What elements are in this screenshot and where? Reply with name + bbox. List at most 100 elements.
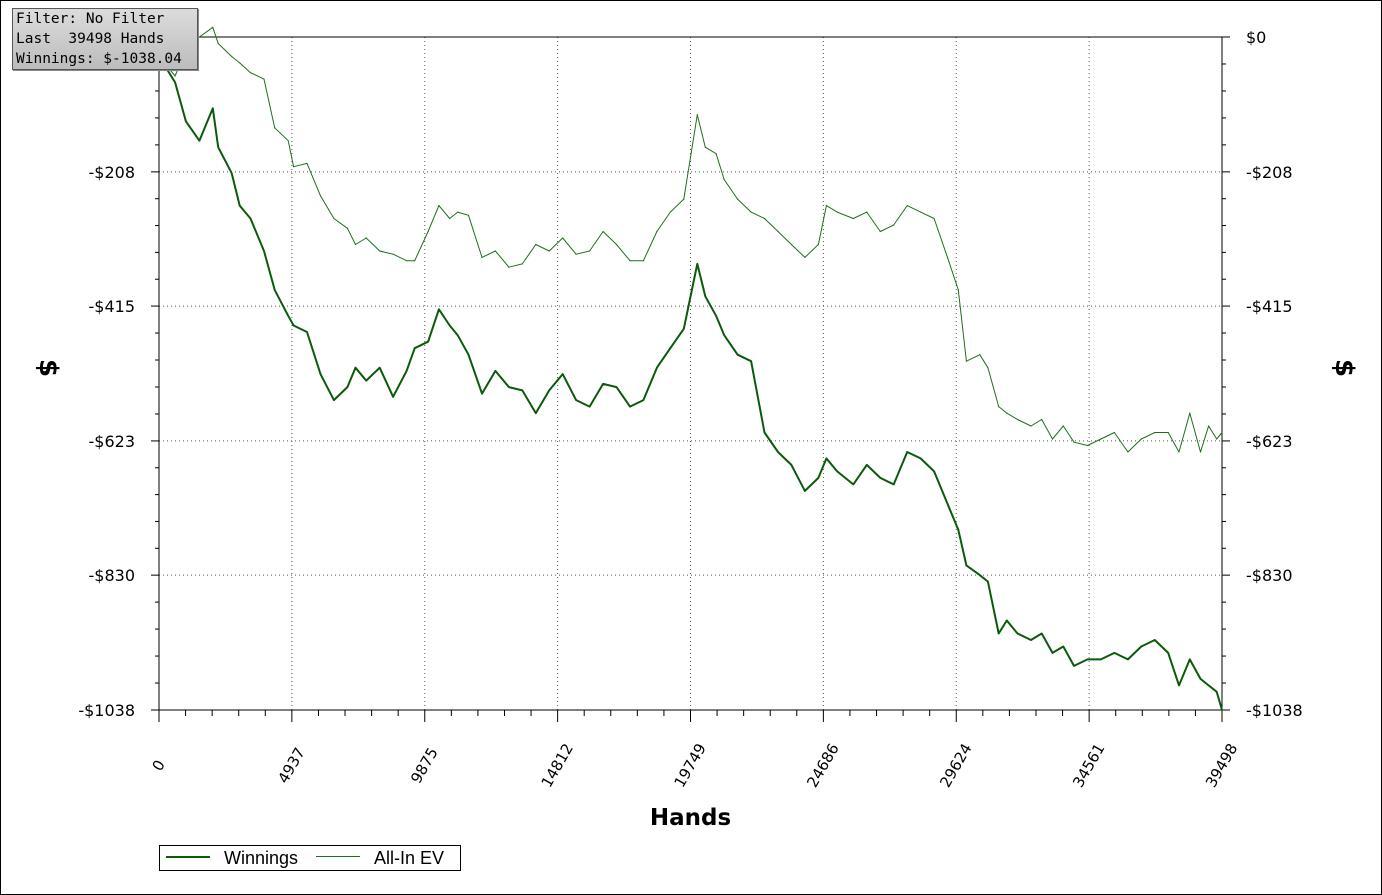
series-line-winnings (158, 55, 1223, 711)
data-point (467, 354, 470, 356)
data-point (379, 250, 381, 252)
data-point (1016, 632, 1019, 635)
data-point (1216, 691, 1218, 693)
data-point (521, 263, 523, 265)
data-point (817, 477, 819, 479)
data-point (1006, 412, 1008, 414)
legend-swatch-allin-ev (316, 856, 360, 857)
data-point (893, 224, 895, 226)
data-point (852, 217, 854, 220)
data-point (656, 367, 658, 369)
data-point (852, 483, 854, 485)
y-tick-label-left: -$208 (89, 163, 136, 182)
data-point (879, 230, 881, 233)
data-point (1051, 438, 1054, 440)
data-point (1178, 684, 1180, 686)
data-point (1216, 438, 1218, 440)
data-point (217, 146, 219, 148)
data-point (174, 81, 176, 83)
data-point (1154, 431, 1156, 434)
data-point (965, 564, 967, 567)
legend-swatch-winnings (166, 856, 210, 858)
data-point (723, 179, 725, 181)
data-point (1086, 658, 1089, 661)
data-point (790, 464, 793, 466)
data-point (715, 153, 717, 155)
data-point (589, 250, 591, 252)
data-point (198, 140, 200, 142)
data-point (414, 260, 416, 262)
data-point (1199, 678, 1202, 680)
y-tick-label-left: -$1038 (78, 701, 135, 720)
data-point (920, 457, 922, 460)
data-point (249, 72, 252, 74)
data-point (979, 354, 981, 356)
data-point (1073, 441, 1075, 443)
data-point (1167, 431, 1169, 434)
data-point (1199, 451, 1202, 453)
data-point (346, 227, 348, 229)
legend-label-allin-ev: All-In EV (374, 848, 445, 868)
data-point (212, 26, 214, 28)
data-point (790, 243, 793, 246)
data-point (1051, 652, 1054, 654)
data-point (946, 256, 949, 259)
data-point (602, 383, 604, 385)
data-point (737, 198, 739, 200)
x-tick-label: 14812 (538, 740, 577, 790)
data-point (319, 373, 322, 375)
data-point (548, 389, 550, 391)
data-point (217, 42, 219, 45)
data-point (306, 162, 308, 165)
data-point (414, 347, 416, 349)
data-point (629, 260, 631, 262)
data-point (683, 198, 685, 200)
data-point (562, 373, 564, 375)
data-point (804, 256, 806, 259)
y-tick-label-right: $0 (1246, 28, 1266, 47)
x-tick-label: 39498 (1202, 740, 1241, 790)
data-point (965, 360, 967, 362)
data-point (494, 250, 497, 252)
data-point (804, 490, 806, 492)
data-point (763, 431, 766, 434)
data-point (575, 253, 577, 255)
data-point (906, 451, 908, 453)
data-point (1086, 444, 1089, 447)
data-point (287, 315, 289, 317)
data-point (987, 581, 989, 583)
y-tick-label-left: -$415 (89, 297, 136, 316)
data-point (379, 367, 381, 369)
data-point (1100, 658, 1102, 661)
data-point (354, 243, 357, 246)
data-point (1113, 431, 1116, 434)
data-point (1178, 451, 1180, 453)
data-point (438, 204, 440, 207)
y-axis-title-left: $ (33, 359, 63, 377)
data-point (1207, 425, 1210, 427)
data-point (365, 237, 367, 239)
data-point (449, 324, 451, 327)
data-point (562, 237, 564, 239)
data-point (1016, 418, 1019, 421)
data-point (1140, 438, 1142, 440)
data-point (866, 464, 868, 466)
data-point (457, 334, 459, 336)
data-point (933, 470, 935, 473)
x-tick-label: 9875 (407, 744, 442, 786)
data-point (704, 295, 706, 297)
y-tick-label-right: -$623 (1246, 432, 1293, 451)
data-point (306, 331, 308, 333)
data-point (438, 308, 440, 310)
data-point (629, 405, 631, 408)
data-point (508, 386, 510, 388)
x-tick-label: 24686 (803, 740, 842, 790)
data-point (1127, 658, 1129, 661)
data-point (1189, 658, 1191, 661)
data-point (405, 260, 408, 262)
y-tick-label-right: -$1038 (1246, 701, 1303, 720)
data-point (879, 477, 881, 479)
data-point (575, 399, 577, 401)
data-point (750, 211, 752, 213)
data-point (481, 256, 483, 259)
